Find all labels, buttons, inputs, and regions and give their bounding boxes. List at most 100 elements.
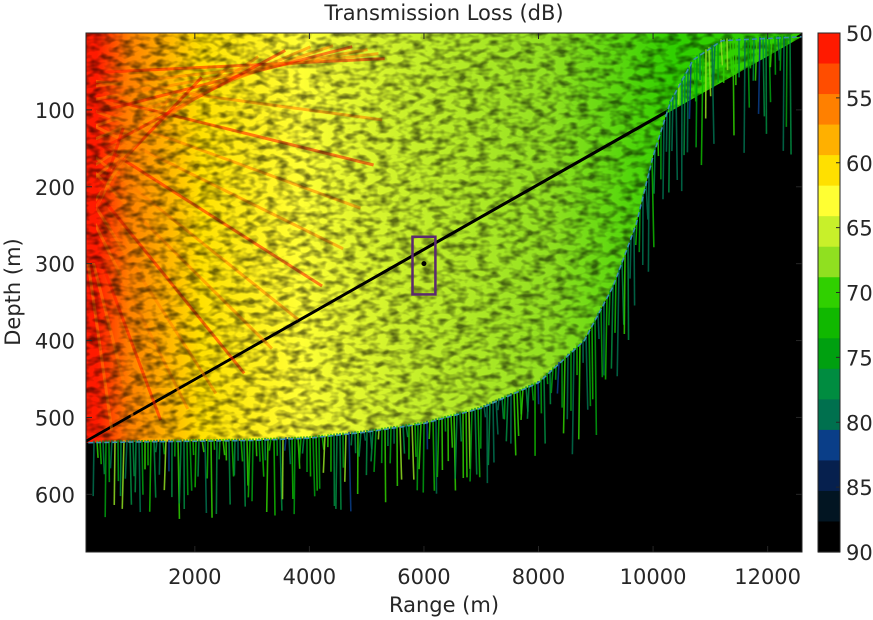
y-tick-label: 200 (35, 176, 75, 200)
bottom-streak (630, 236, 631, 278)
bottom-streak (93, 441, 94, 496)
bottom-streak (135, 440, 136, 492)
bottom-streak (753, 37, 754, 81)
bottom-streak (628, 244, 629, 340)
colorbar-segment (818, 33, 840, 64)
colorbar-segment (818, 308, 840, 339)
colorbar-segment (818, 247, 840, 278)
colorbar-segment (818, 155, 840, 186)
colorbar-segment (818, 216, 840, 247)
x-tick-label: 4000 (283, 565, 336, 589)
bottom-streak (786, 36, 787, 127)
bottom-streak (741, 38, 742, 48)
bottom-streak (120, 440, 121, 496)
bottom-streak (790, 35, 791, 154)
bottom-streak (634, 228, 635, 305)
colorbar-segment (818, 125, 840, 156)
bottom-streak (214, 439, 215, 450)
x-tick-label: 6000 (397, 565, 450, 589)
bottom-streak (355, 431, 356, 453)
colorbar-tick-label: 70 (846, 282, 873, 306)
colorbar-tick-label: 90 (846, 541, 873, 565)
bottom-streak (429, 420, 430, 439)
x-axis-label: Range (m) (389, 593, 499, 617)
bottom-streak (498, 398, 499, 410)
bottom-streak (684, 73, 685, 155)
bottom-streak (247, 439, 248, 486)
bottom-streak (744, 38, 745, 153)
bottom-streak (390, 426, 391, 463)
bottom-streak (340, 433, 341, 510)
field-speckle-texture (86, 33, 802, 552)
y-tick-label: 400 (35, 330, 75, 354)
bottom-streak (733, 38, 734, 135)
bottom-streak (687, 67, 688, 152)
colorbar-tick-label: 80 (846, 411, 873, 435)
plot-area (80, 33, 802, 552)
colorbar-tick-label: 75 (846, 346, 873, 370)
bottom-streak (547, 373, 548, 384)
bottom-streak (105, 440, 106, 517)
bottom-streak (648, 170, 649, 271)
colorbar-segment (818, 430, 840, 461)
source-marker-dot (421, 261, 426, 266)
x-tick-label: 10000 (620, 565, 687, 589)
bottom-streak (493, 401, 494, 463)
colorbar-tick-label: 60 (846, 152, 873, 176)
colorbar-segment (818, 64, 840, 95)
bottom-streak (615, 277, 616, 333)
x-tick-label: 2000 (168, 565, 221, 589)
colorbar-segment (818, 369, 840, 400)
bottom-streak (159, 440, 160, 475)
bottom-streak (727, 38, 728, 70)
y-tick-label: 100 (35, 99, 75, 123)
bottom-streak (294, 437, 295, 514)
bottom-streak (259, 438, 260, 461)
bottom-streak (114, 440, 115, 505)
colorbar-tick-label: 50 (846, 22, 873, 46)
bottom-streak (366, 430, 367, 475)
bottom-streak (624, 252, 625, 334)
y-tick-label: 600 (35, 483, 75, 507)
bottom-streak (216, 439, 217, 514)
bottom-streak (666, 110, 667, 151)
bottom-streak (187, 439, 188, 495)
bottom-streak (445, 416, 446, 432)
bottom-streak (417, 422, 418, 490)
colorbar-tick-label: 65 (846, 217, 873, 241)
bottom-streak (385, 427, 386, 502)
colorbar: 50 55 60 65 70 75 80 85 90 (818, 22, 873, 565)
bottom-streak (211, 439, 212, 518)
bottom-streak (672, 95, 673, 151)
bottom-streak (592, 324, 593, 399)
bottom-streak (750, 37, 751, 68)
bottom-streak (538, 381, 539, 404)
x-tick-label: 8000 (512, 565, 565, 589)
bottom-streak (351, 432, 352, 446)
y-tick-label: 500 (35, 406, 75, 430)
bottom-streak (504, 396, 505, 420)
colorbar-tick-label: 55 (846, 87, 873, 111)
colorbar-segment (818, 521, 840, 552)
colorbar-segment (818, 338, 840, 369)
bottom-streak (319, 435, 320, 489)
bottom-streak (663, 120, 664, 199)
bottom-streak (274, 438, 275, 516)
bottom-streak (198, 439, 199, 476)
colorbar-segment (818, 186, 840, 217)
colorbar-tick-label: 85 (846, 476, 873, 500)
bottom-streak (598, 313, 599, 339)
bottom-streak (567, 354, 568, 420)
bottom-streak (142, 440, 143, 495)
bottom-streak (415, 423, 416, 457)
y-axis-label: Depth (m) (1, 238, 25, 345)
colorbar-segment (818, 399, 840, 430)
bottom-streak (252, 438, 253, 501)
bottom-streak (292, 437, 293, 499)
bottom-streak (436, 418, 437, 493)
bottom-streak (310, 436, 311, 476)
bottom-streak (696, 55, 697, 147)
x-tick-label: 12000 (734, 565, 801, 589)
colorbar-segment (818, 491, 840, 522)
